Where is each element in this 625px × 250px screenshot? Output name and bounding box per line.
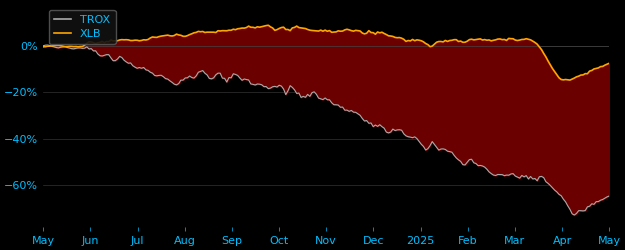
Legend: TROX, XLB: TROX, XLB <box>49 10 116 44</box>
